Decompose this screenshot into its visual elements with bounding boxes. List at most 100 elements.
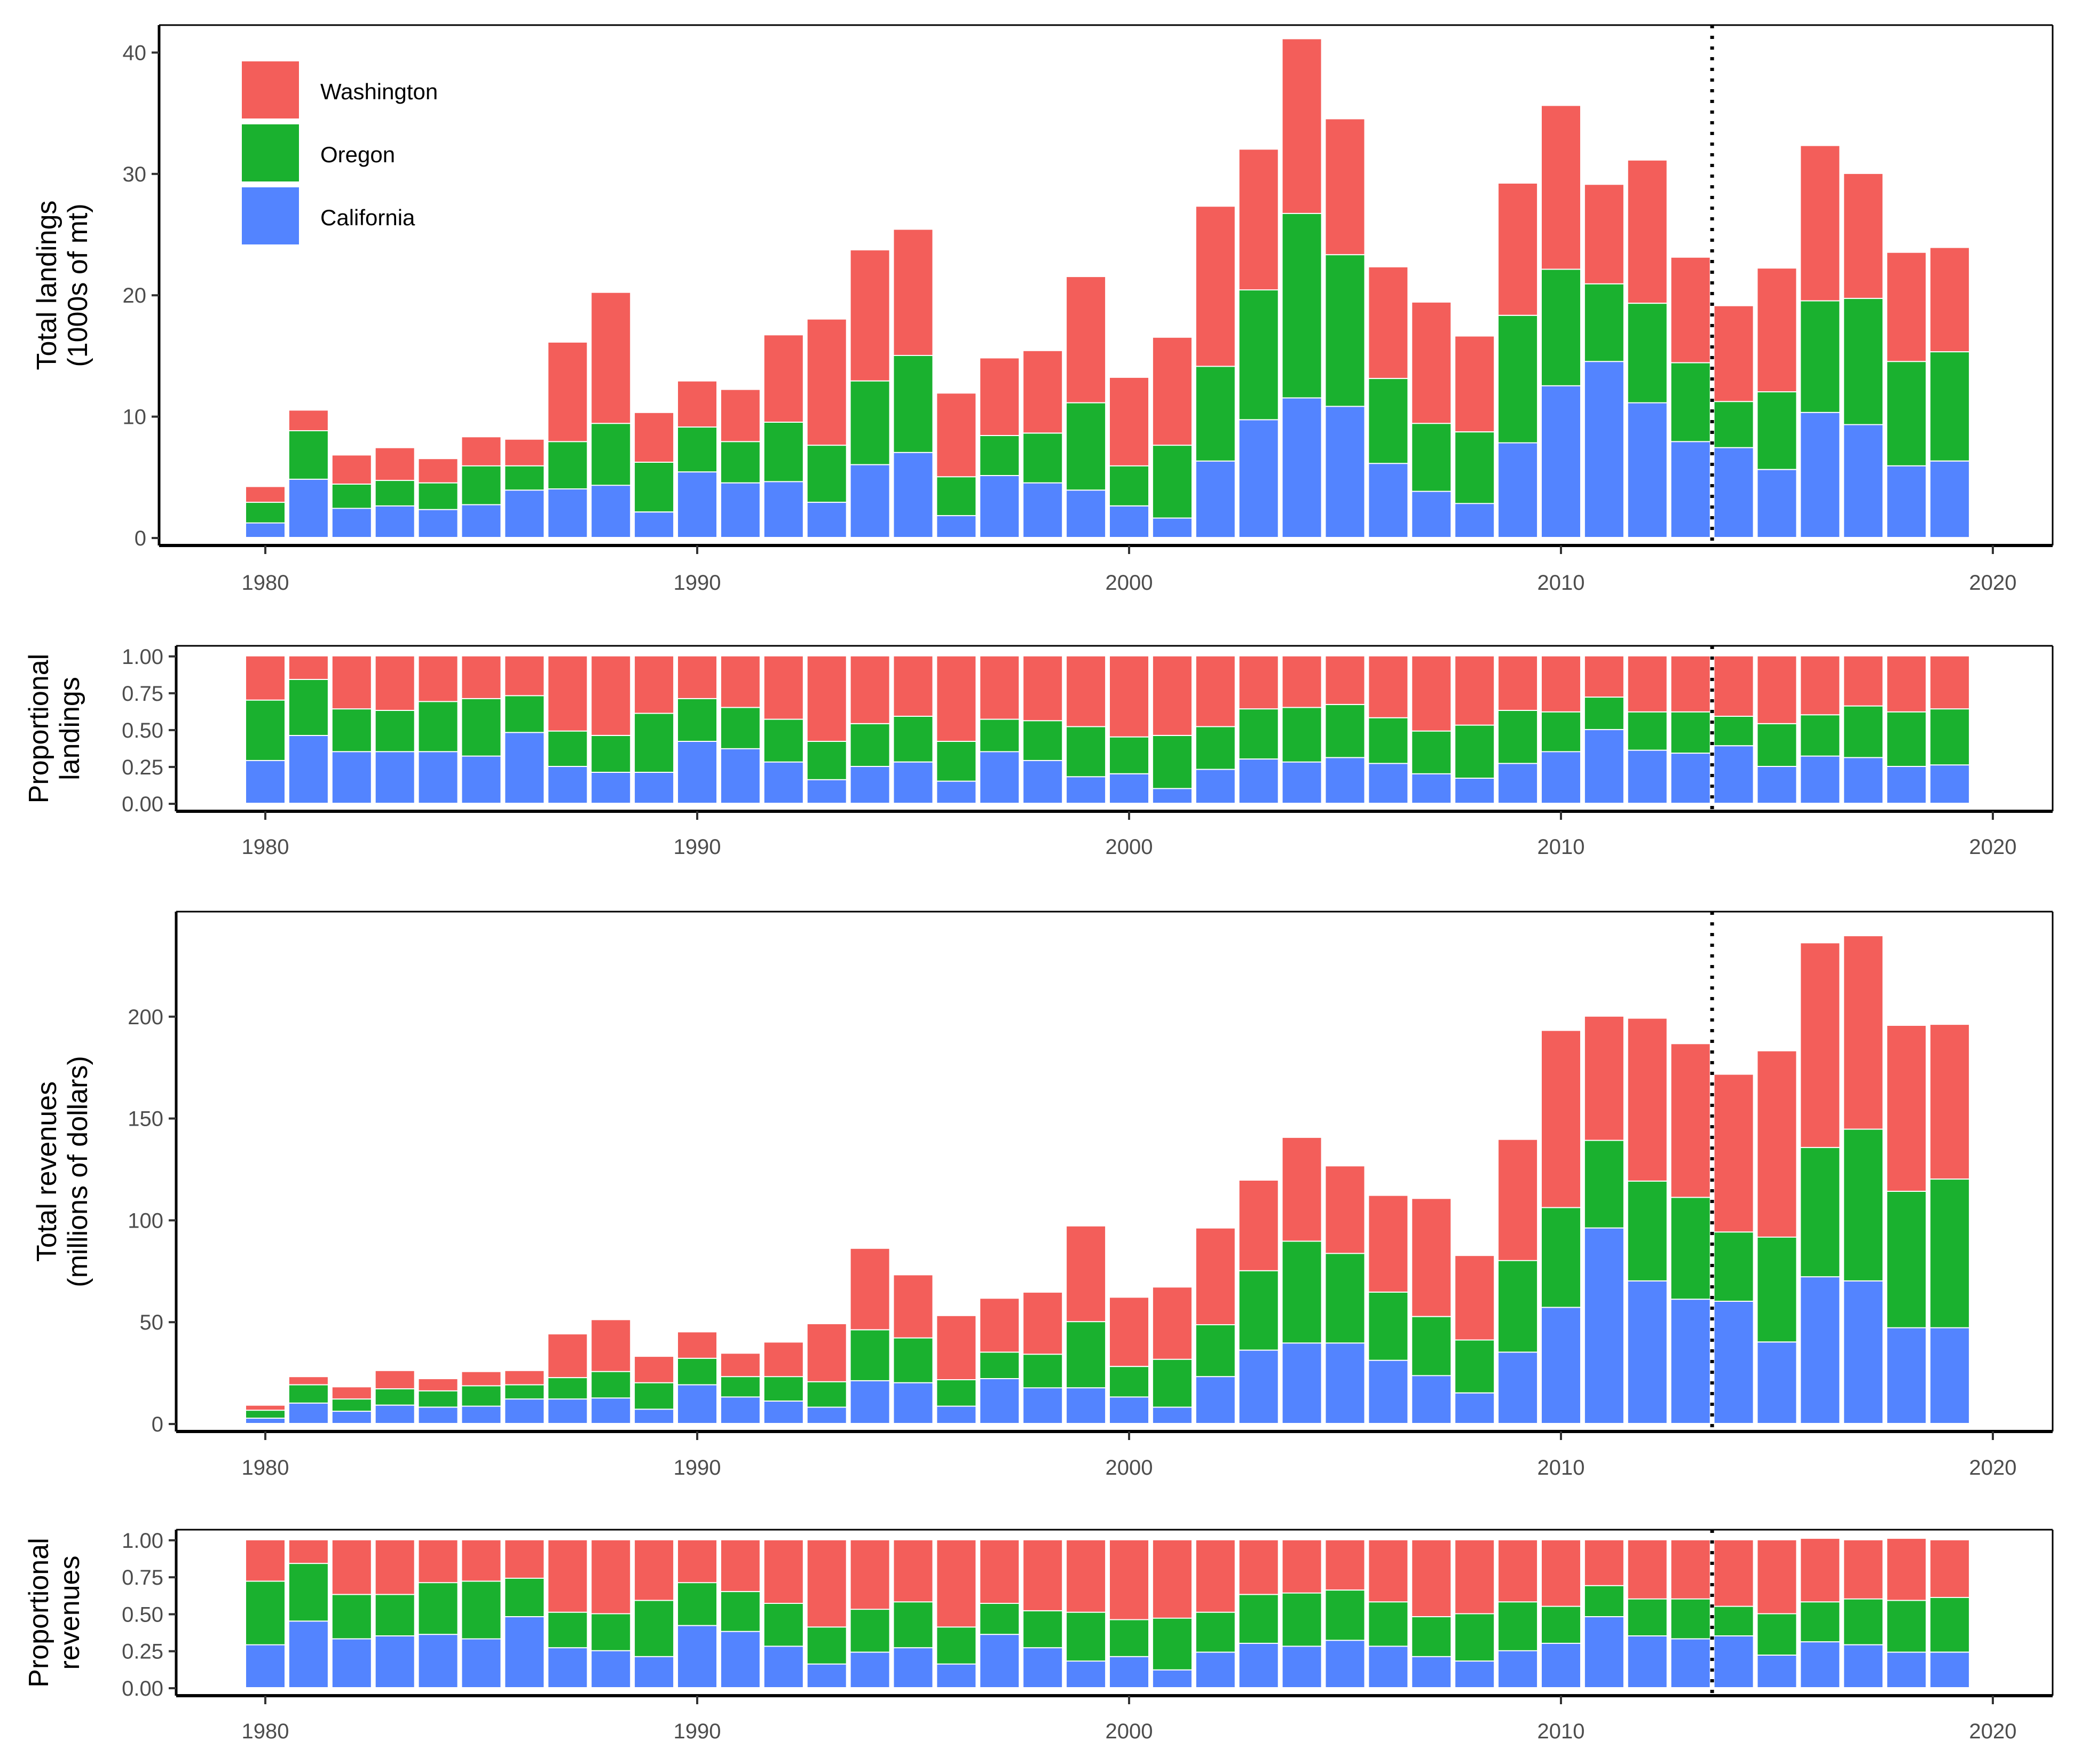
- bar-oregon-2017: [1844, 1599, 1883, 1644]
- bar-california-1999: [1067, 777, 1106, 803]
- bar-washington-1988: [592, 1320, 630, 1371]
- bar-oregon-2013: [1671, 1599, 1710, 1639]
- bar-california-1986: [505, 1617, 544, 1687]
- bar-oregon-1991: [721, 1377, 760, 1397]
- bar-oregon-2017: [1844, 299, 1883, 424]
- bar-washington-2019: [1930, 656, 1969, 709]
- bar-washington-1987: [548, 1334, 587, 1378]
- bar-california-1985: [462, 1639, 501, 1687]
- bar-washington-1990: [678, 1540, 716, 1583]
- bar-california-2002: [1196, 461, 1235, 537]
- bar-oregon-2019: [1930, 709, 1969, 765]
- bar-california-1999: [1067, 1388, 1106, 1423]
- bar-oregon-2009: [1499, 711, 1537, 763]
- bar-oregon-2012: [1628, 304, 1667, 402]
- bar-california-2011: [1584, 1228, 1623, 1423]
- bar-oregon-1986: [505, 466, 544, 490]
- bar-oregon-2010: [1542, 270, 1580, 385]
- bar-washington-2016: [1801, 146, 1840, 300]
- bar-oregon-2010: [1542, 712, 1580, 752]
- bar-oregon-1995: [894, 717, 933, 762]
- bar-washington-2013: [1671, 257, 1710, 362]
- y-axis-title: Proportionalrevenues: [23, 1538, 85, 1687]
- bar-washington-1980: [246, 1405, 285, 1410]
- bar-washington-1984: [419, 1540, 458, 1583]
- bar-california-2018: [1887, 767, 1926, 803]
- y-tick-label: 0.00: [122, 1677, 163, 1700]
- bar-washington-1984: [419, 1379, 458, 1390]
- bar-washington-1993: [807, 656, 846, 741]
- bar-california-1983: [375, 752, 414, 803]
- bar-oregon-2011: [1584, 284, 1623, 361]
- bar-california-2014: [1714, 1636, 1753, 1687]
- bar-california-2001: [1153, 1407, 1192, 1423]
- bar-oregon-1996: [937, 1627, 976, 1664]
- bar-california-2012: [1628, 1636, 1667, 1687]
- y-axis-title-line: Proportional: [23, 654, 54, 803]
- bar-california-2015: [1757, 470, 1796, 537]
- bar-oregon-2012: [1628, 1181, 1667, 1280]
- bar-california-2016: [1801, 756, 1840, 803]
- bar-washington-1989: [635, 413, 674, 462]
- bar-california-1983: [375, 1405, 414, 1423]
- bar-oregon-1991: [721, 708, 760, 748]
- bar-washington-2014: [1714, 1540, 1753, 1606]
- bar-oregon-2019: [1930, 352, 1969, 461]
- bar-california-2000: [1110, 506, 1148, 537]
- bar-washington-1983: [375, 656, 414, 710]
- bar-california-2014: [1714, 746, 1753, 803]
- legend-label-california: California: [320, 205, 415, 230]
- y-axis-title-line: revenues: [54, 1556, 85, 1670]
- bar-washington-1984: [419, 459, 458, 482]
- bar-oregon-1996: [937, 1380, 976, 1406]
- bar-washington-1996: [937, 656, 976, 741]
- bar-washington-1995: [894, 1275, 933, 1338]
- bar-california-1982: [332, 1639, 371, 1687]
- bar-washington-2001: [1153, 1287, 1192, 1359]
- bar-washington-1986: [505, 1371, 544, 1385]
- bar-washington-2003: [1239, 1181, 1278, 1270]
- bar-oregon-1990: [678, 1358, 716, 1385]
- y-axis-title-line: (millions of dollars): [62, 1056, 93, 1287]
- bar-california-1991: [721, 749, 760, 803]
- bar-washington-2007: [1412, 656, 1451, 731]
- bar-washington-1991: [721, 390, 760, 441]
- bar-oregon-2008: [1455, 725, 1494, 778]
- y-tick-label: 50: [140, 1311, 164, 1334]
- bar-oregon-2001: [1153, 1618, 1192, 1670]
- bar-oregon-2011: [1584, 1586, 1623, 1616]
- legend: Washington Oregon California: [242, 61, 438, 244]
- bar-washington-1992: [764, 335, 803, 422]
- bar-washington-2016: [1801, 1539, 1840, 1602]
- bar-washington-2009: [1499, 656, 1537, 710]
- bar-oregon-1987: [548, 1378, 587, 1399]
- bar-washington-2007: [1412, 1199, 1451, 1316]
- panel-revenues: 0 50 100 150 200 1980 1990 2000 2010 2020 Total re…: [31, 911, 2054, 1480]
- bar-california-2016: [1801, 1642, 1840, 1687]
- y-axis-title: Total revenues(millions of dollars): [31, 1056, 93, 1287]
- bar-california-1983: [375, 506, 414, 537]
- bar-california-2018: [1887, 1652, 1926, 1687]
- bar-california-2015: [1757, 1656, 1796, 1687]
- bar-washington-1994: [850, 1540, 889, 1609]
- bar-california-1989: [635, 512, 674, 537]
- bar-california-2017: [1844, 758, 1883, 803]
- bar-washington-2006: [1369, 1196, 1408, 1292]
- bar-washington-2006: [1369, 267, 1408, 378]
- bar-washington-1991: [721, 1354, 760, 1377]
- bar-california-1982: [332, 1412, 371, 1423]
- x-tick-label: 1980: [242, 571, 289, 595]
- bar-washington-2009: [1499, 1140, 1537, 1260]
- bar-california-1993: [807, 1664, 846, 1687]
- bar-oregon-2008: [1455, 1340, 1494, 1393]
- bar-oregon-1998: [1023, 721, 1062, 760]
- bar-oregon-1985: [462, 1581, 501, 1639]
- y-tick-label: 200: [128, 1006, 163, 1029]
- bar-california-1998: [1023, 761, 1062, 803]
- bar-california-2008: [1455, 1393, 1494, 1423]
- x-tick-label: 1990: [674, 571, 721, 595]
- bar-washington-2003: [1239, 656, 1278, 709]
- bar-washington-1987: [548, 656, 587, 731]
- bar-oregon-1999: [1067, 403, 1106, 490]
